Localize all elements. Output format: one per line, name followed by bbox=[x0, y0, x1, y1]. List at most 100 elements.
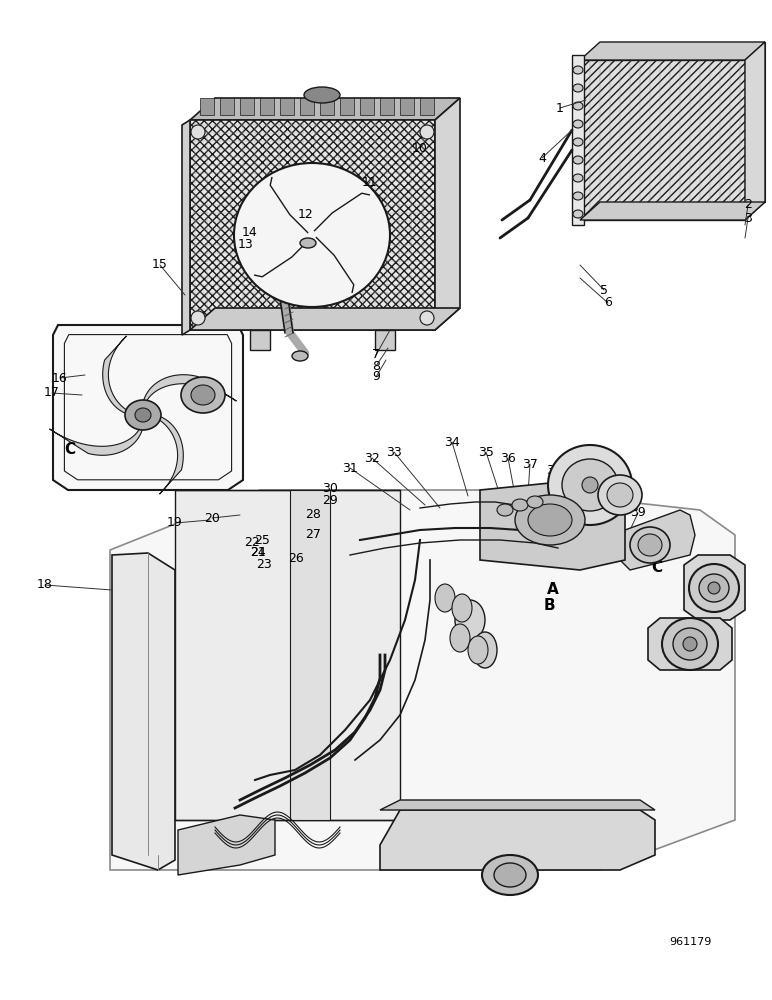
Polygon shape bbox=[580, 42, 765, 60]
Polygon shape bbox=[745, 42, 765, 220]
Polygon shape bbox=[155, 415, 183, 494]
Polygon shape bbox=[600, 42, 765, 202]
Text: 961179: 961179 bbox=[669, 937, 711, 947]
Ellipse shape bbox=[573, 174, 583, 182]
Polygon shape bbox=[480, 480, 625, 570]
Polygon shape bbox=[260, 98, 274, 115]
Bar bbox=[190, 120, 435, 330]
Text: 14: 14 bbox=[242, 227, 258, 239]
Ellipse shape bbox=[673, 628, 707, 660]
Ellipse shape bbox=[630, 527, 670, 563]
Text: 25: 25 bbox=[254, 534, 270, 548]
Text: 34: 34 bbox=[444, 436, 460, 448]
Text: 15: 15 bbox=[152, 258, 168, 271]
Ellipse shape bbox=[300, 238, 316, 248]
Polygon shape bbox=[240, 98, 254, 115]
Text: 36: 36 bbox=[500, 452, 516, 464]
Polygon shape bbox=[572, 55, 584, 225]
Ellipse shape bbox=[573, 138, 583, 146]
Polygon shape bbox=[280, 98, 294, 115]
Polygon shape bbox=[182, 120, 190, 335]
Text: 4: 4 bbox=[538, 151, 546, 164]
Text: 12: 12 bbox=[298, 209, 314, 222]
Ellipse shape bbox=[135, 408, 151, 422]
Text: C: C bbox=[64, 442, 76, 458]
Ellipse shape bbox=[125, 400, 161, 430]
Polygon shape bbox=[103, 336, 131, 415]
Ellipse shape bbox=[420, 311, 434, 325]
Ellipse shape bbox=[468, 636, 488, 664]
Text: 37: 37 bbox=[522, 458, 538, 471]
Ellipse shape bbox=[497, 504, 513, 516]
Text: 42: 42 bbox=[682, 621, 698, 635]
Polygon shape bbox=[190, 98, 460, 120]
Ellipse shape bbox=[181, 377, 225, 413]
Polygon shape bbox=[110, 490, 735, 870]
Polygon shape bbox=[684, 555, 745, 620]
Polygon shape bbox=[53, 325, 243, 490]
Text: 16: 16 bbox=[52, 371, 68, 384]
Ellipse shape bbox=[420, 125, 434, 139]
Polygon shape bbox=[178, 815, 275, 875]
Ellipse shape bbox=[573, 84, 583, 92]
Ellipse shape bbox=[708, 582, 720, 594]
Ellipse shape bbox=[512, 499, 528, 511]
Text: 26: 26 bbox=[288, 552, 304, 564]
Polygon shape bbox=[360, 98, 374, 115]
Ellipse shape bbox=[573, 156, 583, 164]
Text: 19: 19 bbox=[167, 516, 183, 530]
Polygon shape bbox=[580, 202, 765, 220]
Text: 43: 43 bbox=[668, 634, 684, 647]
Ellipse shape bbox=[494, 863, 526, 887]
Polygon shape bbox=[175, 490, 400, 820]
Ellipse shape bbox=[562, 459, 618, 511]
Ellipse shape bbox=[528, 504, 572, 536]
Ellipse shape bbox=[573, 192, 583, 200]
Text: 13: 13 bbox=[238, 238, 254, 251]
Text: 41: 41 bbox=[698, 582, 714, 594]
Text: 29: 29 bbox=[322, 493, 338, 506]
Bar bbox=[580, 60, 745, 220]
Text: 38: 38 bbox=[546, 464, 562, 477]
Polygon shape bbox=[380, 98, 394, 115]
Text: 7: 7 bbox=[372, 349, 380, 361]
Polygon shape bbox=[340, 98, 354, 115]
Ellipse shape bbox=[573, 120, 583, 128]
Polygon shape bbox=[190, 308, 460, 330]
Ellipse shape bbox=[191, 125, 205, 139]
Text: 28: 28 bbox=[305, 508, 321, 522]
Polygon shape bbox=[400, 98, 414, 115]
Polygon shape bbox=[380, 810, 655, 870]
Text: 32: 32 bbox=[364, 452, 380, 464]
Text: 39: 39 bbox=[630, 506, 646, 520]
Text: 27: 27 bbox=[305, 528, 321, 540]
Polygon shape bbox=[648, 618, 732, 670]
Ellipse shape bbox=[191, 385, 215, 405]
Polygon shape bbox=[375, 330, 395, 350]
Ellipse shape bbox=[435, 584, 455, 612]
Text: 5: 5 bbox=[600, 284, 608, 296]
Ellipse shape bbox=[191, 311, 205, 325]
Polygon shape bbox=[112, 553, 175, 870]
Polygon shape bbox=[435, 98, 460, 330]
Ellipse shape bbox=[573, 210, 583, 218]
Polygon shape bbox=[143, 375, 236, 403]
Ellipse shape bbox=[234, 163, 390, 307]
Text: 10: 10 bbox=[412, 141, 428, 154]
Ellipse shape bbox=[527, 496, 543, 508]
Text: 23: 23 bbox=[256, 558, 272, 570]
Ellipse shape bbox=[473, 632, 497, 668]
Text: 21: 21 bbox=[250, 546, 266, 560]
Polygon shape bbox=[220, 98, 234, 115]
Text: 20: 20 bbox=[204, 512, 220, 524]
Ellipse shape bbox=[582, 477, 598, 493]
Text: 24: 24 bbox=[250, 546, 266, 560]
Text: 17: 17 bbox=[44, 386, 60, 399]
Polygon shape bbox=[250, 330, 270, 350]
Polygon shape bbox=[380, 800, 655, 810]
Polygon shape bbox=[300, 98, 314, 115]
Ellipse shape bbox=[699, 574, 729, 602]
Text: 2: 2 bbox=[744, 198, 752, 212]
Ellipse shape bbox=[292, 351, 308, 361]
Polygon shape bbox=[620, 510, 695, 570]
